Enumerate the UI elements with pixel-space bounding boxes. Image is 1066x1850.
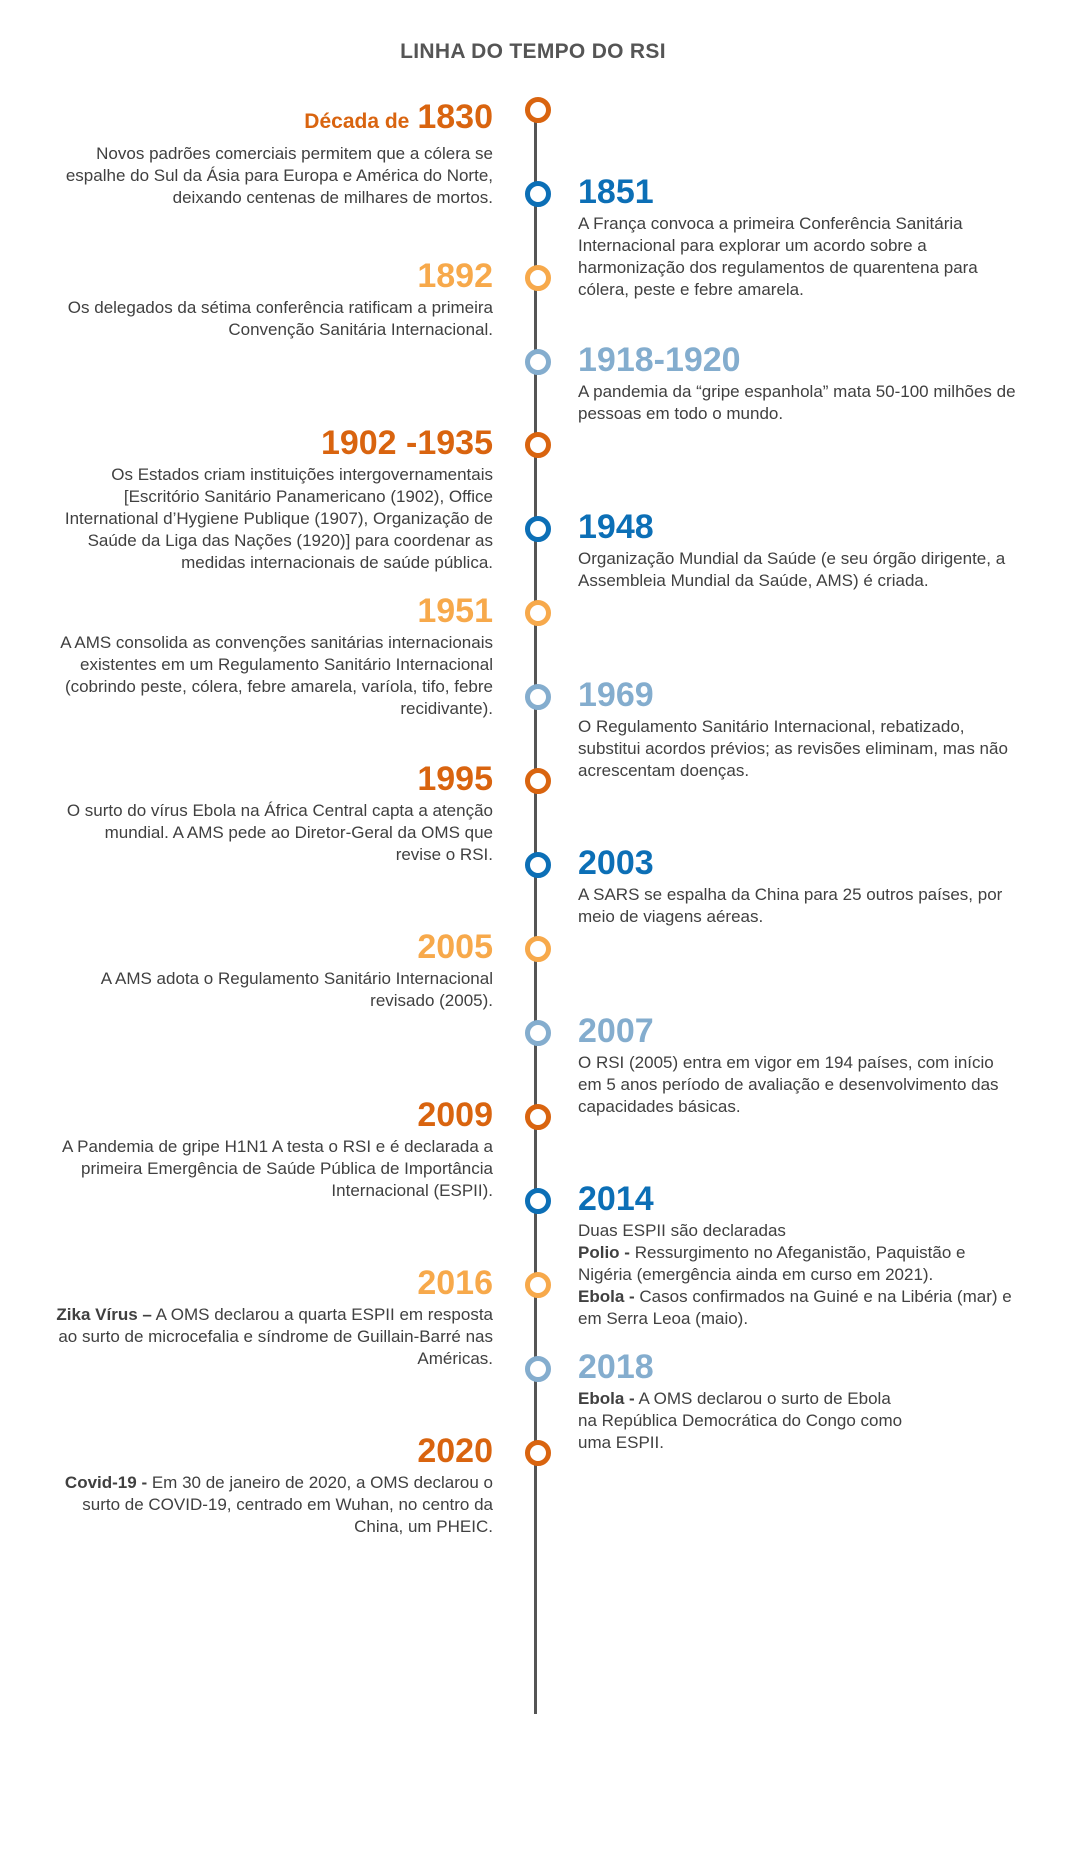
timeline-marker (525, 1020, 551, 1046)
timeline-event: 2020 Covid-19 - Em 30 de janeiro de 2020… (55, 1432, 493, 1538)
timeline-event: Década de 1830 Novos padrões comerciais p… (55, 98, 493, 209)
event-year: 1851 (578, 173, 654, 211)
timeline-event: 1995 O surto do vírus Ebola na África Ce… (55, 760, 493, 866)
event-item-ebola: Ebola - Casos confirmados na Guiné e na … (578, 1286, 1016, 1330)
event-description: Novos padrões comerciais permitem que a … (65, 144, 493, 207)
timeline-event: 1892 Os delegados da sétima conferência … (55, 257, 493, 341)
event-year: 1948 (578, 508, 654, 546)
event-year: 2014 (578, 1180, 654, 1218)
event-item-text: Ressurgimento no Afeganistão, Paquistão … (578, 1243, 966, 1284)
event-year: 2005 (417, 928, 493, 966)
event-description: Duas ESPII são declaradas Polio - Ressur… (578, 1220, 1016, 1330)
event-label: Polio - (578, 1243, 630, 1262)
event-description: O RSI (2005) entra em vigor em 194 paíse… (578, 1053, 999, 1116)
event-text: A OMS declarou o surto de Ebola na Repúb… (578, 1389, 903, 1452)
event-label: Ebola - (578, 1287, 635, 1306)
event-year-value: 1830 (417, 98, 493, 136)
event-year: 2018 (578, 1348, 654, 1386)
timeline-marker (525, 852, 551, 878)
timeline-marker (525, 432, 551, 458)
event-description: A SARS se espalha da China para 25 outro… (578, 885, 1003, 926)
event-description: Os Estados criam instituições intergover… (64, 465, 493, 572)
timeline-marker (525, 684, 551, 710)
timeline-event: 2018 Ebola - A OMS declarou o surto de E… (578, 1348, 908, 1454)
timeline-event: 2009 A Pandemia de gripe H1N1 A testa o … (55, 1096, 493, 1202)
timeline-marker (525, 1272, 551, 1298)
timeline-marker (525, 516, 551, 542)
timeline-marker (525, 97, 551, 123)
event-label: Ebola - (578, 1389, 635, 1408)
timeline-marker (525, 600, 551, 626)
timeline-marker (525, 1356, 551, 1382)
event-description: Ebola - A OMS declarou o surto de Ebola … (578, 1388, 908, 1454)
event-year: 2003 (578, 844, 654, 882)
event-description: Os delegados da sétima conferência ratif… (67, 298, 493, 339)
page-title: LINHA DO TEMPO DO RSI (400, 40, 666, 63)
event-description: A França convoca a primeira Conferência … (578, 214, 978, 299)
timeline-event: 1851 A França convoca a primeira Conferê… (578, 173, 1016, 301)
timeline-event: 2003 A SARS se espalha da China para 25 … (578, 844, 1016, 928)
timeline-event: 2014 Duas ESPII são declaradas Polio - R… (578, 1180, 1016, 1330)
event-year: 2009 (417, 1096, 493, 1134)
event-text: A OMS declarou a quarta ESPII em respost… (58, 1305, 493, 1368)
event-year: 1995 (417, 760, 493, 798)
timeline-marker (525, 1440, 551, 1466)
event-label: Zika Vírus – (56, 1305, 152, 1324)
event-year: 1951 (417, 592, 493, 630)
timeline-event: 1918-1920 A pandemia da “gripe espanhola… (578, 341, 1016, 425)
timeline-marker (525, 1188, 551, 1214)
event-year: 2020 (417, 1432, 493, 1470)
event-year: 2007 (578, 1012, 654, 1050)
timeline-marker (525, 936, 551, 962)
event-description: A pandemia da “gripe espanhola” mata 50-… (578, 382, 1016, 423)
event-text: Em 30 de janeiro de 2020, a OMS declarou… (82, 1473, 493, 1536)
event-year: 1918-1920 (578, 341, 741, 379)
timeline-event: 1951 A AMS consolida as convenções sanit… (55, 592, 493, 720)
event-description: A Pandemia de gripe H1N1 A testa o RSI e… (62, 1137, 493, 1200)
event-description: Covid-19 - Em 30 de janeiro de 2020, a O… (55, 1472, 493, 1538)
event-description: O Regulamento Sanitário Internacional, r… (578, 717, 1008, 780)
timeline-marker (525, 265, 551, 291)
timeline-event: 2005 A AMS adota o Regulamento Sanitário… (55, 928, 493, 1012)
timeline-marker (525, 181, 551, 207)
timeline-event: 1948 Organização Mundial da Saúde (e seu… (578, 508, 1016, 592)
event-year: 1969 (578, 676, 654, 714)
timeline-marker (525, 349, 551, 375)
event-description: A AMS adota o Regulamento Sanitário Inte… (100, 969, 493, 1010)
timeline-marker (525, 768, 551, 794)
timeline-axis (534, 122, 537, 1714)
timeline-event: 2007 O RSI (2005) entra em vigor em 194 … (578, 1012, 1016, 1118)
event-label: Covid-19 - (64, 1473, 148, 1492)
event-year-prefix: Década de (304, 110, 410, 133)
timeline-event: 2016 Zika Vírus – A OMS declarou a quart… (55, 1264, 493, 1370)
event-year: 2016 (417, 1264, 493, 1302)
event-description: A AMS consolida as convenções sanitárias… (60, 633, 493, 718)
event-description: Zika Vírus – A OMS declarou a quarta ESP… (55, 1304, 493, 1370)
event-item-text: Casos confirmados na Guiné e na Libéria … (578, 1287, 1012, 1328)
event-intro: Duas ESPII são declaradas (578, 1221, 786, 1240)
event-year: 1902 -1935 (320, 424, 493, 462)
timeline-event: 1902 -1935 Os Estados criam instituições… (55, 424, 493, 574)
timeline-event: 1969 O Regulamento Sanitário Internacion… (578, 676, 1016, 782)
event-description: O surto do vírus Ebola na África Central… (66, 801, 493, 864)
event-year: 1892 (417, 257, 493, 295)
event-year: Década de 1830 (55, 98, 493, 141)
timeline-marker (525, 1104, 551, 1130)
event-item-polio: Polio - Ressurgimento no Afeganistão, Pa… (578, 1242, 1016, 1286)
event-description: Organização Mundial da Saúde (e seu órgã… (578, 549, 1006, 590)
